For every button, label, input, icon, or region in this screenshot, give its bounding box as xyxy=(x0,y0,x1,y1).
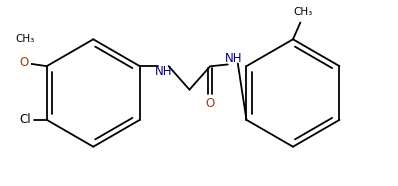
Text: NH: NH xyxy=(154,65,172,78)
Text: CH₃: CH₃ xyxy=(293,7,313,17)
Text: NH: NH xyxy=(225,52,242,65)
Text: Cl: Cl xyxy=(20,113,31,126)
Text: CH₃: CH₃ xyxy=(15,34,35,44)
Text: O: O xyxy=(206,97,215,110)
Text: O: O xyxy=(20,56,29,69)
